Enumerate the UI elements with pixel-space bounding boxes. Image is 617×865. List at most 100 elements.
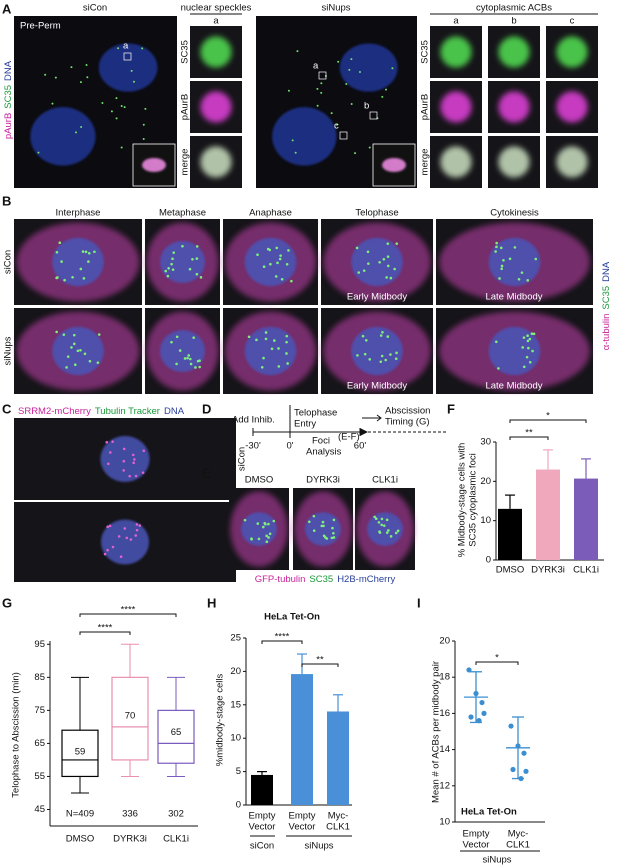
focus [357,271,361,274]
focus [274,275,278,278]
significance-bracket [261,640,303,644]
focus [286,362,289,365]
focus [181,244,184,248]
data-point [510,766,516,773]
nucleus [98,43,158,92]
nucleus [52,237,104,287]
focus [63,278,66,282]
focus [183,357,187,360]
speckle [120,104,123,107]
significance-bracket [509,419,587,423]
n-label: 302 [168,809,184,820]
box [157,709,195,764]
focus [65,366,68,369]
x-tick-label: DMSO [496,565,525,576]
nucleus [488,326,541,376]
speckle [350,58,353,61]
focus [55,330,58,334]
focus [378,531,382,534]
timeline-label: Abscission [385,406,430,417]
focus [119,555,123,558]
focus [312,529,316,532]
focus [138,524,142,527]
focus [332,531,335,535]
significance-label: **** [275,632,290,643]
focus [188,267,192,271]
focus [265,534,268,538]
focus [499,246,503,250]
focus [285,352,288,355]
focus [531,349,534,353]
speckle [294,151,297,154]
channel-name: SC35 [601,286,612,310]
y-tick-label: 85 [34,672,45,683]
roi-label: a [313,61,319,72]
panel-label: D [202,401,211,416]
inset-row-label: pAurB [420,94,431,120]
significance-label: **** [121,605,136,616]
speckle [85,64,88,67]
focus [500,267,503,271]
focus [178,349,182,352]
panel-label: I [417,595,421,610]
focus [97,333,101,336]
focus [325,537,329,540]
y-tick-label: 95 [34,639,45,650]
focus [526,279,530,282]
inset-row-label: merge [420,149,431,176]
roi-label: b [364,101,369,112]
roi-box [339,131,348,140]
x-tick-label: DMSO [66,834,95,845]
focus [256,522,260,525]
focus [521,346,524,349]
speckle [142,138,145,141]
nucleus [100,436,150,482]
significance-bracket [475,661,519,665]
stage-title: Cytokinesis [490,208,539,219]
channel-label: α-tubulin SC35 DNA [601,261,612,350]
y-tick-label: 10 [480,515,491,526]
nucleus [30,107,96,166]
focus [122,459,126,463]
focus [386,335,390,338]
focus [386,255,390,258]
speckle [37,151,40,154]
inset-title: nuclear speckles [181,3,252,14]
time-label: 0' [286,441,293,452]
focus [87,260,90,263]
focus [331,526,334,530]
x-tick-label: Myc- [508,829,529,840]
inset-blob [200,146,232,178]
focus [364,338,368,342]
y-tick-label: 65 [34,738,45,749]
speckle [316,104,319,107]
stage-note: Late Midbody [485,292,542,303]
significance-label: * [495,653,499,664]
channel-name: pAurB [3,113,14,139]
speckle [123,106,126,109]
y-tick-label: 5 [236,766,241,777]
stage-title: Telophase [355,208,398,219]
focus [66,355,70,358]
focus [500,264,504,268]
focus [260,365,264,369]
focus [322,524,325,528]
focus [385,518,389,522]
y-tick-label: 45 [34,804,45,815]
focus [171,268,175,271]
focus [167,267,170,270]
image-title: siNups [321,3,350,14]
significance-label: ** [525,428,533,439]
y-axis-label: Mean # of ACBs per midbody pair [431,661,442,803]
focus [134,534,138,537]
time-label: 60' [354,441,367,452]
inset-blob [556,146,588,178]
speckle [44,73,47,76]
focus [532,332,536,336]
micrograph [321,219,433,305]
micrograph [14,308,142,394]
condition-label: CLK1i [372,475,398,486]
chart-annotation: HeLa Tet-On [461,807,517,818]
speckle [117,47,120,50]
micrograph [430,26,482,78]
